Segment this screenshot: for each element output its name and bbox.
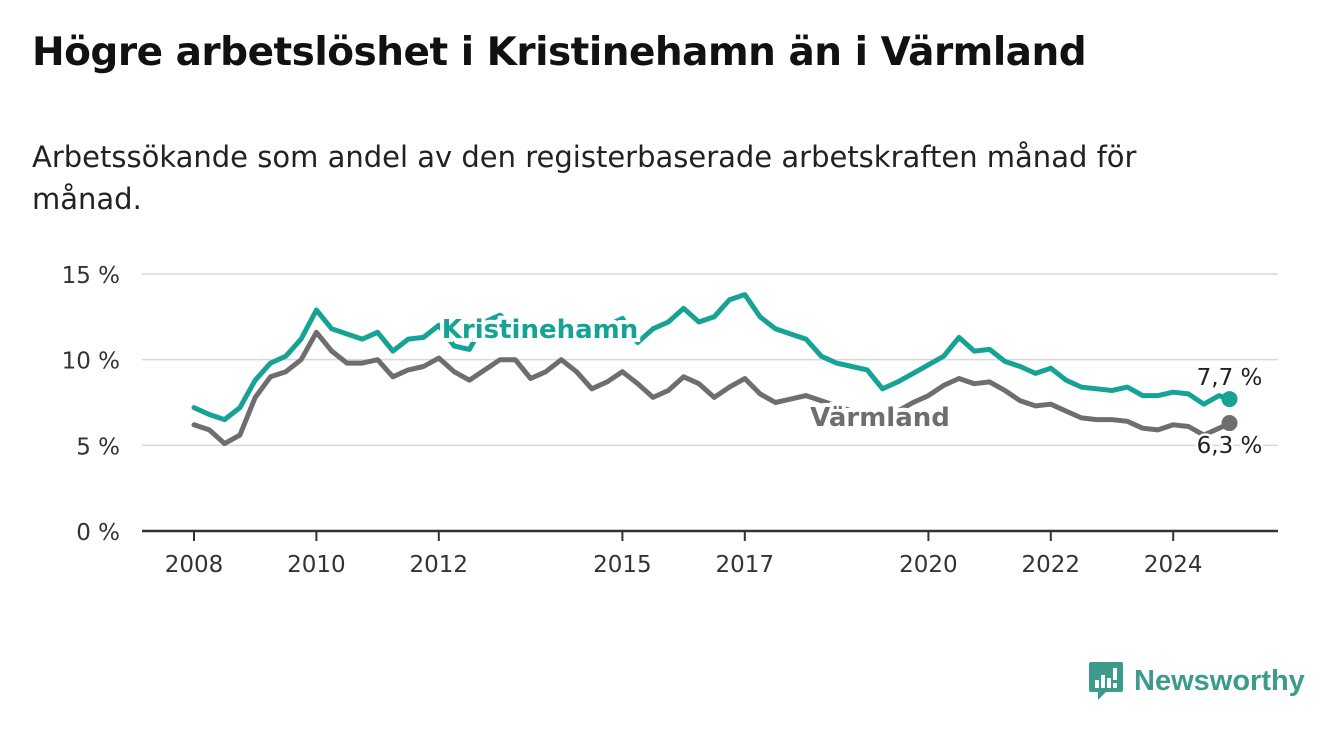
x-tick-label: 2017 — [716, 552, 775, 578]
series-end-marker-kristinehamn — [1221, 391, 1238, 408]
series-lines — [191, 292, 1238, 447]
y-tick-label: 15 % — [62, 263, 120, 289]
series-label-kristinehamn: Kristinehamn — [442, 315, 639, 345]
chart-subtitle: Arbetssökande som andel av den registerb… — [32, 140, 1137, 216]
x-tick-label: 2020 — [899, 552, 958, 578]
line-chart: 0 % 5 % 10 % 15 % 2008 2010 2012 2015 2017 2020 20… — [62, 263, 1278, 578]
end-value-label-kristinehamn: 7,7 % — [1197, 365, 1263, 391]
y-tick-label: 0 % — [76, 520, 120, 546]
newsworthy-logo-icon — [1089, 662, 1123, 700]
x-tick-label: 2015 — [593, 552, 652, 578]
grid-lines — [142, 273, 1278, 447]
axes: 0 % 5 % 10 % 15 % 2008 2010 2012 2015 2017 2020 20… — [62, 263, 1278, 578]
series-end-marker-varmland — [1221, 415, 1238, 432]
x-tick-label: 2008 — [165, 552, 224, 578]
series-line-kristinehamn — [191, 292, 1232, 423]
x-tick-label: 2022 — [1022, 552, 1081, 578]
x-tick-label: 2010 — [287, 552, 346, 578]
series-line-varmland — [191, 329, 1232, 447]
series-labels: 7,7 % 6,3 % Kristinehamn Värmland — [438, 311, 1265, 462]
y-tick-label: 10 % — [62, 349, 120, 375]
newsworthy-brand[interactable]: Newsworthy — [1088, 660, 1305, 702]
chart-title: Högre arbetslöshet i Kristinehamn än i V… — [32, 30, 1087, 75]
x-tick-label: 2012 — [410, 552, 469, 578]
series-label-varmland: Värmland — [810, 403, 950, 433]
y-tick-label: 5 % — [76, 434, 120, 460]
end-value-label-varmland: 6,3 % — [1197, 433, 1263, 459]
brand-name: Newsworthy — [1134, 664, 1305, 697]
x-tick-label: 2024 — [1144, 552, 1203, 578]
